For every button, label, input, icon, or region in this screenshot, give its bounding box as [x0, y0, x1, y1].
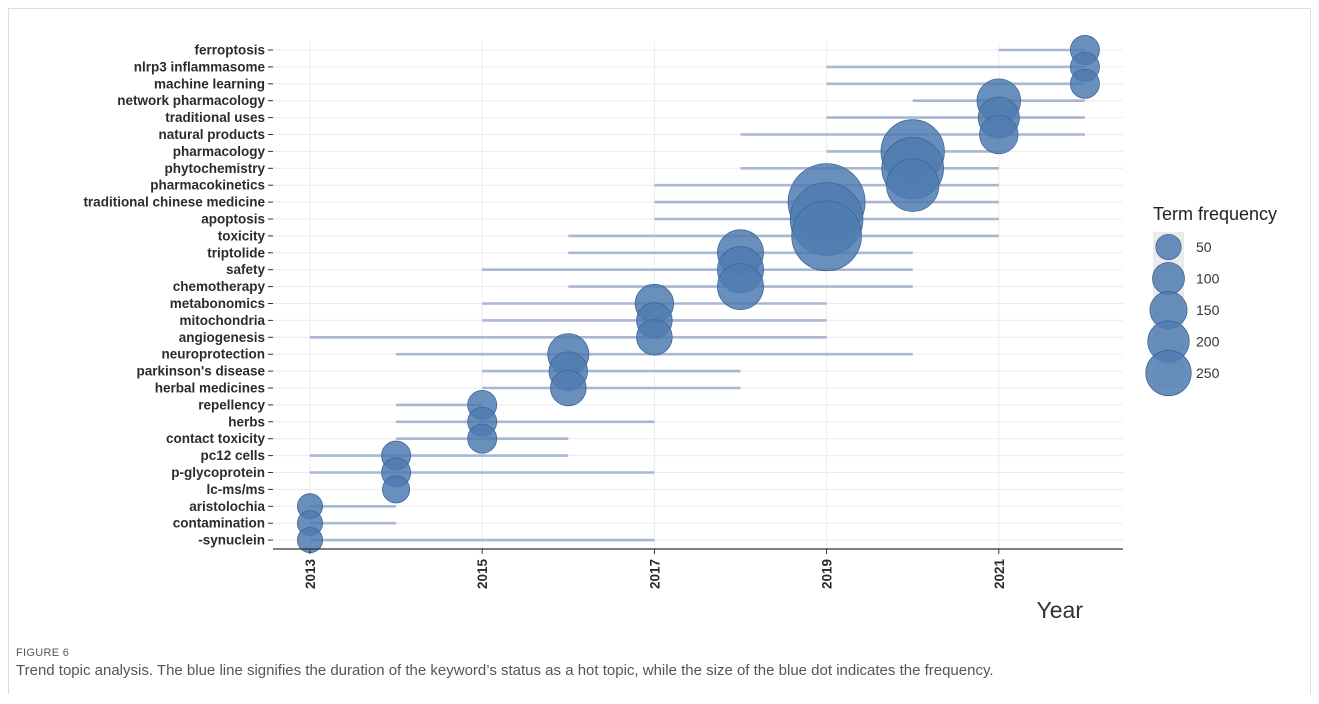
- x-tick-label: 2017: [647, 559, 662, 589]
- x-tick-label: 2015: [475, 559, 490, 590]
- legend-key: [1145, 349, 1192, 397]
- y-tick-label: parkinson's disease: [136, 364, 265, 379]
- y-tick-label: traditional chinese medicine: [83, 195, 265, 210]
- legend-key: [1155, 233, 1182, 261]
- duration-lines: [310, 48, 1085, 542]
- figure-frame: [8, 8, 1311, 694]
- y-tick-label: p-glycoprotein: [171, 465, 265, 480]
- y-tick-label: pc12 cells: [200, 448, 265, 463]
- legend-label: 150: [1196, 302, 1220, 318]
- x-axis: 2013 2015 2017 2019 2021 Year: [273, 548, 1123, 623]
- y-tick-label: lc-ms/ms: [206, 482, 265, 497]
- frequency-point: [717, 263, 764, 311]
- y-tick-label: -synuclein: [198, 533, 265, 548]
- frequency-point: [979, 114, 1019, 155]
- y-tick-label: network pharmacology: [117, 93, 265, 108]
- y-tick-label: safety: [226, 262, 266, 277]
- y-tick-label: nlrp3 inflammasome: [134, 59, 266, 74]
- y-tick-label: traditional uses: [165, 110, 265, 125]
- y-tick-label: toxicity: [218, 228, 266, 243]
- y-tick-label: herbal medicines: [155, 381, 265, 396]
- frequency-point: [886, 158, 940, 212]
- legend-key: [1152, 262, 1185, 295]
- y-tick-label: ferroptosis: [194, 43, 265, 58]
- y-tick-label: angiogenesis: [179, 330, 265, 345]
- figure-label: FIGURE 6: [16, 647, 70, 659]
- legend-label: 50: [1196, 239, 1212, 255]
- frequency-point: [467, 423, 498, 454]
- figure-caption: Trend topic analysis. The blue line sign…: [16, 662, 994, 679]
- y-tick-label: phytochemistry: [164, 161, 265, 176]
- y-tick-label: herbs: [228, 414, 265, 429]
- y-tick-label: metabonomics: [170, 296, 265, 311]
- y-tick-label: mitochondria: [179, 313, 265, 328]
- legend-label: 200: [1196, 334, 1220, 350]
- legend-label: 100: [1196, 271, 1220, 287]
- y-tick-label: aristolochia: [189, 499, 265, 514]
- frequency-points: [297, 35, 1100, 554]
- frequency-point: [382, 475, 411, 504]
- y-tick-label: chemotherapy: [173, 279, 266, 294]
- y-tick-label: natural products: [158, 127, 265, 142]
- y-tick-label: machine learning: [154, 76, 265, 91]
- frequency-point: [550, 369, 587, 407]
- x-tick-label: 2013: [303, 559, 318, 590]
- frequency-point: [636, 319, 673, 356]
- legend: Term frequency 50 100 150 200 250: [1145, 204, 1277, 397]
- y-tick-label: contamination: [173, 516, 265, 531]
- y-tick-label: apoptosis: [201, 212, 265, 227]
- y-tick-label: repellency: [198, 397, 265, 412]
- frequency-point: [791, 200, 862, 272]
- x-axis-title: Year: [1037, 597, 1084, 623]
- legend-title: Term frequency: [1153, 204, 1277, 224]
- y-tick-label: contact toxicity: [166, 431, 266, 446]
- x-tick-label: 2019: [820, 559, 835, 589]
- y-tick-label: pharmacokinetics: [150, 178, 265, 193]
- y-tick-label: pharmacology: [173, 144, 266, 159]
- y-tick-label: neuroprotection: [162, 347, 266, 362]
- frequency-point: [1069, 68, 1100, 99]
- y-tick-label: triptolide: [207, 245, 265, 260]
- x-tick-label: 2021: [992, 559, 1007, 590]
- legend-label: 250: [1196, 365, 1220, 381]
